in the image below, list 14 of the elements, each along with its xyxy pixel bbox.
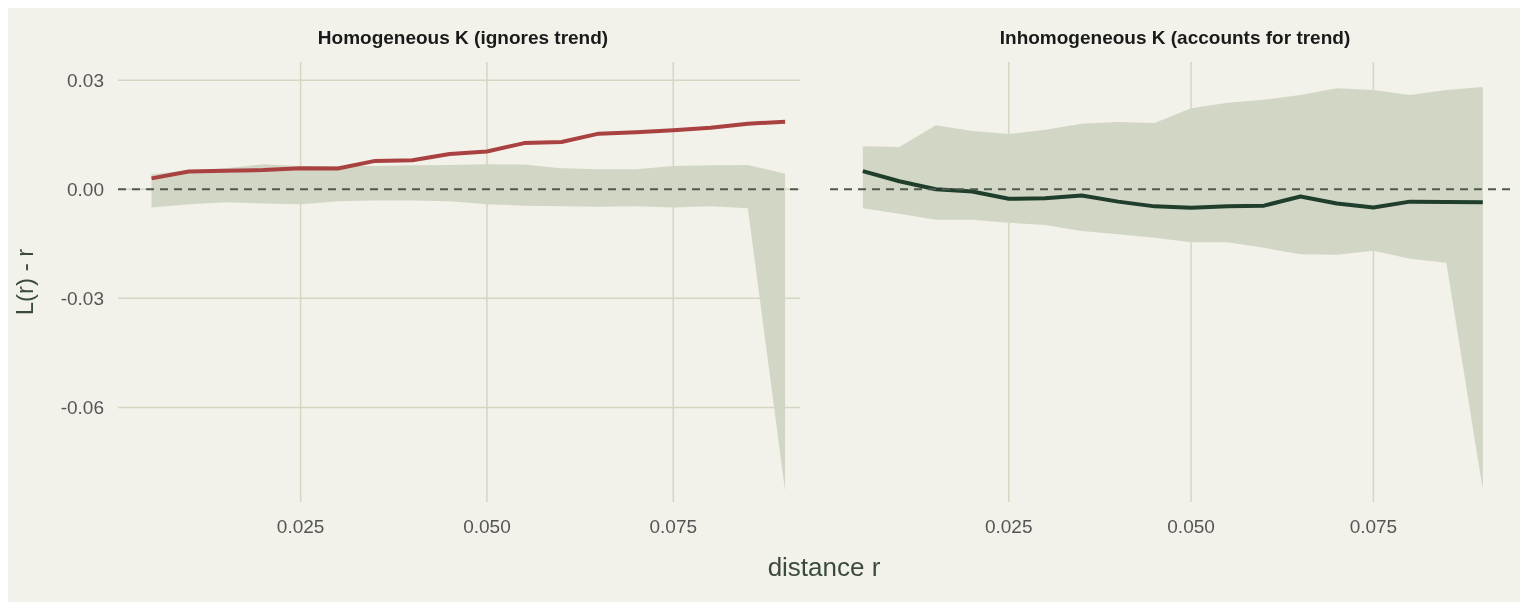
x-tick-label: 0.025 — [276, 516, 325, 538]
x-tick-label: 0.075 — [1349, 516, 1398, 538]
x-tick-label: 0.075 — [649, 516, 698, 538]
x-tick-label: 0.050 — [1167, 516, 1215, 538]
y-axis-title: L(r) - r — [10, 248, 38, 316]
y-tick-label: 0.03 — [67, 69, 104, 91]
y-tick-label: -0.03 — [60, 288, 104, 310]
x-tick-label: 0.025 — [984, 516, 1033, 538]
x-axis-title: distance r — [766, 552, 882, 584]
y-tick-label: 0.00 — [67, 179, 104, 201]
y-tick-label: -0.06 — [60, 397, 104, 419]
chart-title: Inhomogeneous K (accounts for trend) — [998, 26, 1352, 50]
x-tick-label: 0.050 — [463, 516, 511, 538]
chart-title: Homogeneous K (ignores trend) — [316, 26, 610, 50]
